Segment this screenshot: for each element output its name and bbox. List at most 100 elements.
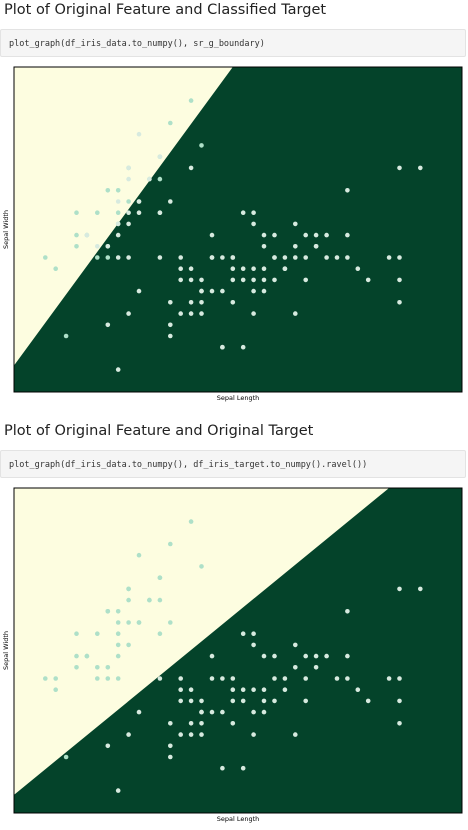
data-point [220, 288, 225, 294]
data-point [157, 210, 163, 215]
data-point [324, 232, 329, 238]
data-point [334, 255, 340, 260]
data-point [43, 255, 48, 260]
data-point [199, 564, 204, 569]
data-point [397, 721, 402, 726]
chart-svg: Sepal Length Sepal Width [2, 66, 463, 402]
data-point [230, 698, 236, 704]
data-point [240, 698, 246, 704]
data-point [84, 653, 90, 659]
data-point [115, 232, 121, 238]
data-point [105, 676, 111, 681]
data-point [199, 300, 204, 305]
data-point [303, 676, 309, 681]
data-point [240, 631, 246, 636]
data-point [178, 676, 183, 681]
data-point [157, 176, 163, 182]
y-axis-label: Sepal Width [2, 210, 10, 249]
data-point [74, 244, 79, 249]
data-point [240, 344, 246, 350]
data-point [115, 210, 121, 215]
data-point [84, 232, 90, 238]
data-point [282, 676, 288, 681]
code-cell[interactable]: plot_graph(df_iris_data.to_numpy(), df_i… [0, 450, 466, 478]
data-point [220, 765, 225, 771]
data-point [126, 586, 131, 592]
data-point [126, 732, 131, 737]
data-point [313, 653, 319, 659]
data-point [105, 244, 111, 249]
data-point [397, 300, 402, 305]
data-point [251, 687, 256, 692]
data-point [188, 266, 194, 271]
data-point [261, 653, 267, 659]
code-text: plot_graph(df_iris_data.to_numpy(), sr_g… [9, 39, 265, 49]
data-point [178, 732, 183, 737]
data-point [115, 653, 121, 659]
data-point [199, 311, 204, 316]
data-point [168, 743, 173, 749]
data-point [147, 176, 152, 182]
data-point [282, 255, 288, 260]
data-point [220, 709, 225, 715]
data-point [230, 277, 236, 283]
data-point [168, 620, 173, 625]
data-point [272, 232, 277, 238]
data-point [365, 698, 371, 704]
data-point [95, 255, 100, 260]
data-point [199, 277, 204, 283]
data-point [43, 676, 48, 681]
data-point [126, 597, 131, 603]
data-point [168, 199, 173, 204]
data-point [251, 642, 256, 648]
data-point [105, 188, 111, 193]
data-point [136, 288, 142, 294]
data-point [199, 698, 204, 704]
data-point [251, 732, 256, 737]
data-point [188, 698, 194, 704]
data-point [136, 552, 142, 558]
section-heading: Plot of Original Feature and Classified … [4, 2, 327, 18]
data-point [230, 721, 236, 726]
data-point [240, 765, 246, 771]
data-point [53, 676, 58, 681]
data-point [188, 277, 194, 283]
data-point [251, 311, 256, 316]
plot-area [14, 488, 462, 813]
data-point [397, 255, 402, 260]
data-point [209, 676, 215, 681]
code-cell[interactable]: plot_graph(df_iris_data.to_numpy(), sr_g… [0, 29, 466, 57]
data-point [261, 687, 267, 692]
data-point [126, 210, 131, 215]
data-point [251, 631, 256, 636]
data-point [313, 232, 319, 238]
data-point [188, 165, 194, 171]
data-point [147, 597, 152, 603]
data-point [199, 143, 204, 148]
data-point [345, 609, 350, 614]
data-point [126, 311, 131, 316]
data-point [199, 709, 204, 715]
data-point [74, 631, 79, 636]
data-point [95, 631, 100, 636]
data-point [126, 199, 131, 204]
data-point [293, 244, 298, 249]
data-point [251, 288, 256, 294]
data-point [188, 687, 194, 692]
data-point [126, 165, 131, 171]
data-point [63, 754, 69, 760]
data-point [178, 277, 183, 283]
data-point [251, 277, 256, 283]
data-point [168, 300, 173, 305]
data-point [115, 221, 121, 227]
data-point [230, 676, 236, 681]
data-point [126, 620, 131, 625]
data-point [313, 244, 319, 249]
data-point [209, 232, 215, 238]
data-point [105, 322, 111, 328]
data-point [261, 266, 267, 271]
data-point [397, 277, 402, 283]
x-axis-label: Sepal Length [217, 815, 260, 823]
decision-region-class-0 [14, 67, 462, 366]
data-point [345, 255, 350, 260]
